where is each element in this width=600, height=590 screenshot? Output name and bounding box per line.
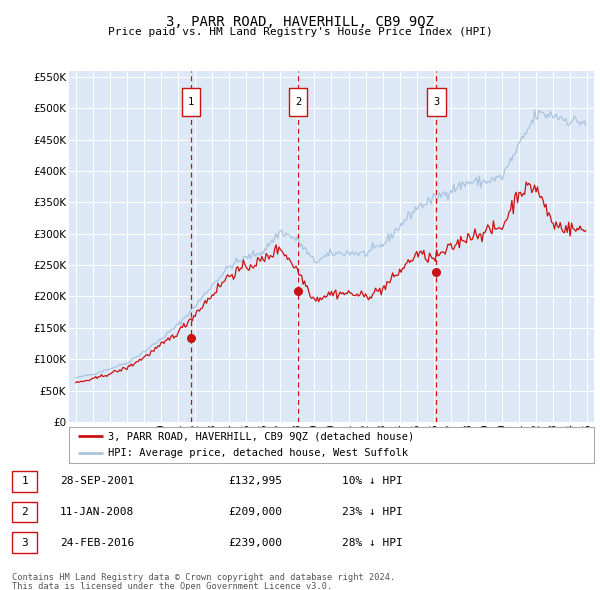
Text: 3: 3 bbox=[433, 97, 439, 107]
Text: 1: 1 bbox=[188, 97, 194, 107]
Text: HPI: Average price, detached house, West Suffolk: HPI: Average price, detached house, West… bbox=[109, 448, 409, 458]
Text: Price paid vs. HM Land Registry's House Price Index (HPI): Price paid vs. HM Land Registry's House … bbox=[107, 27, 493, 37]
Text: 10% ↓ HPI: 10% ↓ HPI bbox=[342, 477, 403, 486]
Text: £239,000: £239,000 bbox=[228, 538, 282, 548]
Text: £132,995: £132,995 bbox=[228, 477, 282, 486]
Text: £209,000: £209,000 bbox=[228, 507, 282, 517]
Text: 11-JAN-2008: 11-JAN-2008 bbox=[60, 507, 134, 517]
Text: 3: 3 bbox=[21, 538, 28, 548]
Text: 23% ↓ HPI: 23% ↓ HPI bbox=[342, 507, 403, 517]
Bar bbox=[427, 88, 446, 116]
Text: 28-SEP-2001: 28-SEP-2001 bbox=[60, 477, 134, 486]
Text: 2: 2 bbox=[21, 507, 28, 517]
Text: 24-FEB-2016: 24-FEB-2016 bbox=[60, 538, 134, 548]
Text: Contains HM Land Registry data © Crown copyright and database right 2024.: Contains HM Land Registry data © Crown c… bbox=[12, 573, 395, 582]
Bar bbox=[289, 88, 307, 116]
Text: 3, PARR ROAD, HAVERHILL, CB9 9QZ (detached house): 3, PARR ROAD, HAVERHILL, CB9 9QZ (detach… bbox=[109, 431, 415, 441]
Bar bbox=[182, 88, 200, 116]
Text: 1: 1 bbox=[21, 477, 28, 486]
Text: 3, PARR ROAD, HAVERHILL, CB9 9QZ: 3, PARR ROAD, HAVERHILL, CB9 9QZ bbox=[166, 15, 434, 29]
Text: This data is licensed under the Open Government Licence v3.0.: This data is licensed under the Open Gov… bbox=[12, 582, 332, 590]
Text: 2: 2 bbox=[295, 97, 301, 107]
Text: 28% ↓ HPI: 28% ↓ HPI bbox=[342, 538, 403, 548]
